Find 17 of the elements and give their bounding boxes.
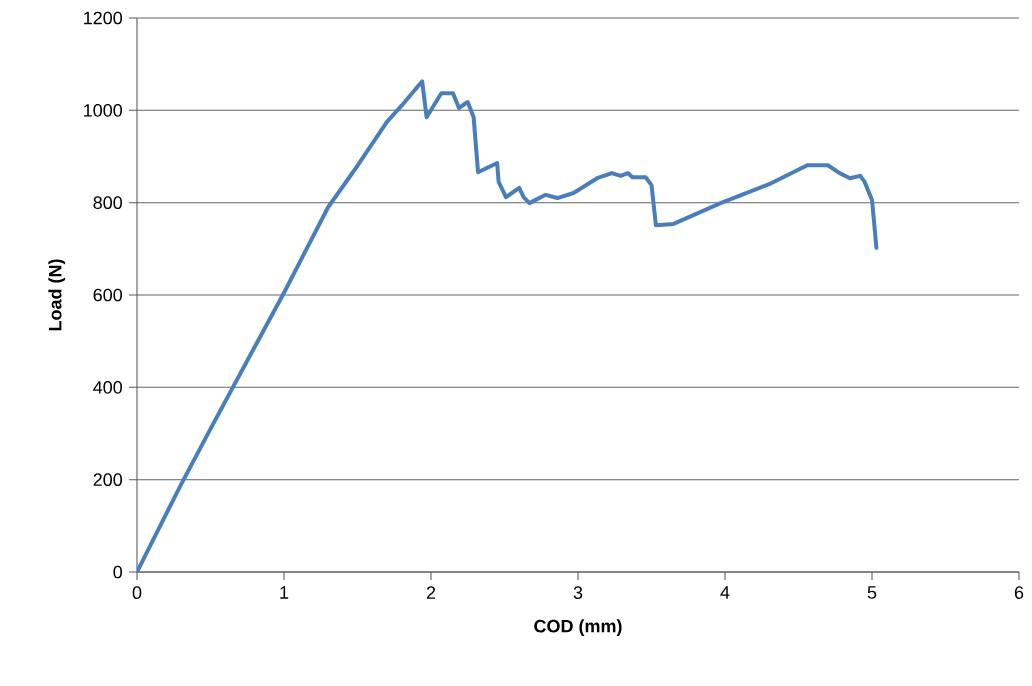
x-tick-label: 0 xyxy=(132,586,142,599)
y-tick-label: 0 xyxy=(113,565,123,579)
x-tick-label: 6 xyxy=(1014,586,1024,599)
x-tick-label: 5 xyxy=(867,586,877,599)
x-tick-label: 4 xyxy=(720,586,730,599)
y-tick-label: 1200 xyxy=(84,11,123,25)
y-tick-label: 400 xyxy=(93,380,123,394)
y-tick-label: 600 xyxy=(93,288,123,302)
x-tick-label: 1 xyxy=(280,586,289,599)
y-tick-label: 800 xyxy=(93,196,123,210)
y-tick-label: 200 xyxy=(93,473,123,487)
x-tick-label: 3 xyxy=(573,586,583,599)
x-axis-title: COD (mm) xyxy=(534,619,622,637)
y-tick-label: 1000 xyxy=(84,103,123,117)
line-series xyxy=(137,79,879,572)
x-tick-label: 2 xyxy=(426,586,436,599)
y-axis-title: Load (N) xyxy=(48,259,66,331)
